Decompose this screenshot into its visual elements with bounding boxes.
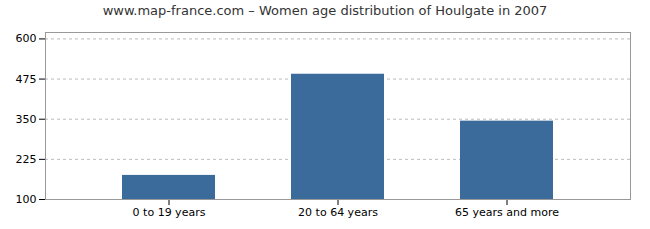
- svg-text:100: 100: [16, 193, 37, 206]
- svg-text:350: 350: [16, 113, 37, 126]
- svg-text:20 to 64 years: 20 to 64 years: [298, 206, 378, 219]
- svg-text:65 years and more: 65 years and more: [455, 206, 559, 219]
- svg-text:475: 475: [16, 73, 37, 86]
- svg-text:0 to 19 years: 0 to 19 years: [133, 206, 206, 219]
- svg-text:600: 600: [16, 32, 37, 45]
- svg-text:225: 225: [16, 153, 37, 166]
- html-text:www.map-france.com – Women age: www.map-france.com – Women age distribut…: [102, 3, 548, 18]
